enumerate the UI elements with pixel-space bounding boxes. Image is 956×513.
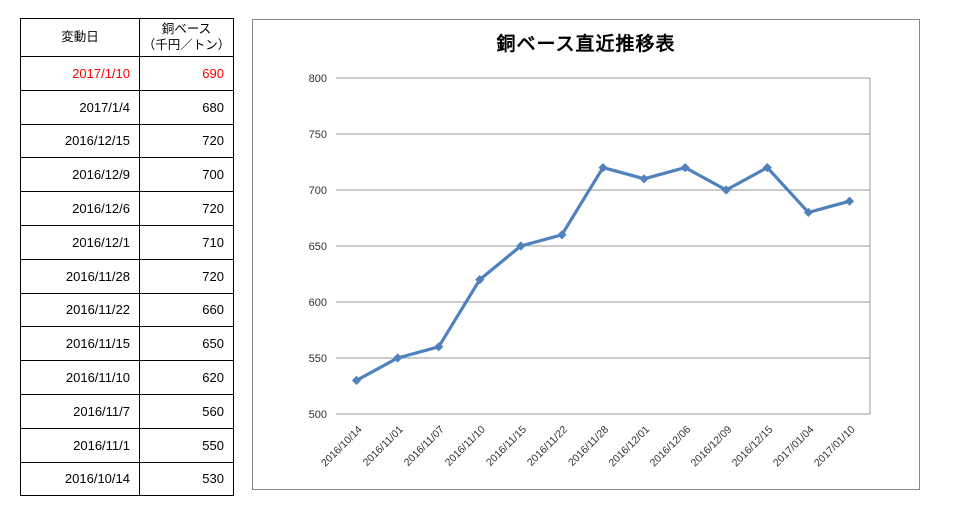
- value-cell[interactable]: 720: [139, 258, 234, 294]
- data-point-marker: [762, 163, 772, 173]
- date-cell[interactable]: 2016/12/1: [20, 224, 140, 260]
- value-cell[interactable]: 530: [139, 461, 234, 497]
- y-axis-labels: 500 550 600 650 700 750 800: [309, 73, 327, 421]
- date-cell[interactable]: 2016/12/9: [20, 157, 140, 193]
- value-cell[interactable]: 550: [139, 427, 234, 463]
- y-tick-label: 550: [309, 353, 327, 365]
- x-tick-label: 2017/01/04: [771, 424, 817, 470]
- y-tick-label: 700: [309, 185, 327, 197]
- data-point-marker: [351, 375, 362, 385]
- date-cell[interactable]: 2016/11/10: [20, 360, 140, 395]
- table-header-row: 変動日 銅ベース （千円／トン）: [20, 18, 234, 57]
- data-point-marker: [557, 230, 567, 240]
- value-cell[interactable]: 650: [139, 326, 234, 362]
- table-row: 2017/1/4 680: [20, 89, 234, 125]
- price-table-panel: 変動日 銅ベース （千円／トン） 2017/1/10 690 2017/1/4 680…: [20, 18, 234, 497]
- value-cell[interactable]: 720: [139, 191, 234, 226]
- value-cell[interactable]: 700: [139, 157, 234, 193]
- x-axis-labels: 2016/10/142016/11/012016/11/072016/11/10…: [319, 424, 858, 470]
- x-tick-label: 2016/12/09: [689, 424, 735, 470]
- value-column-header-line1: 銅ベース: [161, 21, 212, 36]
- x-tick-label: 2016/11/07: [402, 424, 447, 469]
- date-cell[interactable]: 2016/11/15: [20, 326, 140, 362]
- x-tick-label: 2016/11/01: [361, 424, 406, 469]
- x-tick-label: 2017/01/10: [812, 424, 858, 470]
- table-row: 2016/11/10 620: [20, 360, 234, 395]
- data-point-marker: [680, 163, 690, 173]
- data-point-marker: [721, 185, 731, 195]
- value-cell[interactable]: 660: [139, 292, 234, 328]
- date-cell[interactable]: 2016/11/1: [20, 427, 140, 463]
- date-cell[interactable]: 2017/1/10: [20, 56, 140, 91]
- x-tick-label: 2016/12/15: [730, 424, 776, 470]
- table-row: 2016/10/14 530: [20, 461, 234, 497]
- table-row: 2016/12/15 720: [20, 123, 234, 159]
- value-cell[interactable]: 680: [139, 89, 234, 125]
- data-point-markers: [351, 163, 855, 385]
- value-cell[interactable]: 720: [139, 123, 234, 159]
- table-row: 2016/12/1 710: [20, 224, 234, 260]
- x-tick-label: 2016/10/14: [319, 424, 365, 470]
- gridlines: [336, 77, 870, 415]
- data-point-marker: [639, 174, 649, 184]
- x-tick-label: 2016/11/22: [525, 424, 570, 469]
- x-tick-label: 2016/11/10: [443, 424, 488, 469]
- date-cell[interactable]: 2016/10/14: [20, 461, 140, 497]
- date-cell[interactable]: 2016/11/22: [20, 292, 140, 328]
- date-column-header[interactable]: 変動日: [20, 18, 140, 57]
- data-point-marker: [803, 207, 813, 217]
- value-cell[interactable]: 690: [139, 56, 234, 91]
- data-point-marker: [475, 275, 485, 285]
- table-row: 2016/11/28 720: [20, 258, 234, 294]
- date-cell[interactable]: 2016/11/28: [20, 258, 140, 294]
- y-tick-label: 600: [309, 297, 327, 309]
- table-row: 2016/11/15 650: [20, 326, 234, 362]
- table-row: 2017/1/10 690: [20, 56, 234, 91]
- table-row: 2016/11/22 660: [20, 292, 234, 328]
- value-cell[interactable]: 620: [139, 360, 234, 395]
- data-line: [354, 166, 852, 382]
- data-point-marker: [516, 241, 526, 251]
- date-cell[interactable]: 2016/12/6: [20, 191, 140, 226]
- y-tick-label: 500: [309, 409, 327, 421]
- chart-title: 銅ベース直近推移表: [496, 34, 676, 55]
- line-chart: 5005506006507007508002016/10/142016/11/0…: [309, 73, 871, 470]
- x-tick-label: 2016/12/01: [607, 424, 653, 470]
- date-cell[interactable]: 2016/11/7: [20, 393, 140, 429]
- y-tick-label: 750: [309, 129, 327, 141]
- price-table: 変動日 銅ベース （千円／トン） 2017/1/10 690 2017/1/4 680…: [20, 18, 234, 497]
- x-tick-label: 2016/12/06: [648, 424, 694, 470]
- data-point-marker: [598, 163, 608, 173]
- value-column-header-line2: （千円／トン）: [142, 37, 231, 52]
- y-tick-label: 650: [309, 241, 327, 253]
- table-row: 2016/12/9 700: [20, 157, 234, 193]
- date-cell[interactable]: 2017/1/4: [20, 89, 140, 125]
- table-row: 2016/11/7 560: [20, 393, 234, 429]
- data-point-marker: [844, 196, 855, 206]
- table-row: 2016/12/6 720: [20, 191, 234, 226]
- date-cell[interactable]: 2016/12/15: [20, 123, 140, 159]
- x-tick-label: 2016/11/28: [566, 424, 611, 469]
- y-tick-label: 800: [309, 73, 327, 85]
- value-column-header[interactable]: 銅ベース （千円／トン）: [139, 18, 234, 57]
- table-row: 2016/11/1 550: [20, 427, 234, 463]
- value-cell[interactable]: 710: [139, 224, 234, 260]
- chart-panel[interactable]: 銅ベース直近推移表 500 550 600 650 700 750 800 2016/10/1…: [252, 19, 920, 490]
- value-cell[interactable]: 560: [139, 393, 234, 429]
- x-tick-label: 2016/11/15: [484, 424, 529, 469]
